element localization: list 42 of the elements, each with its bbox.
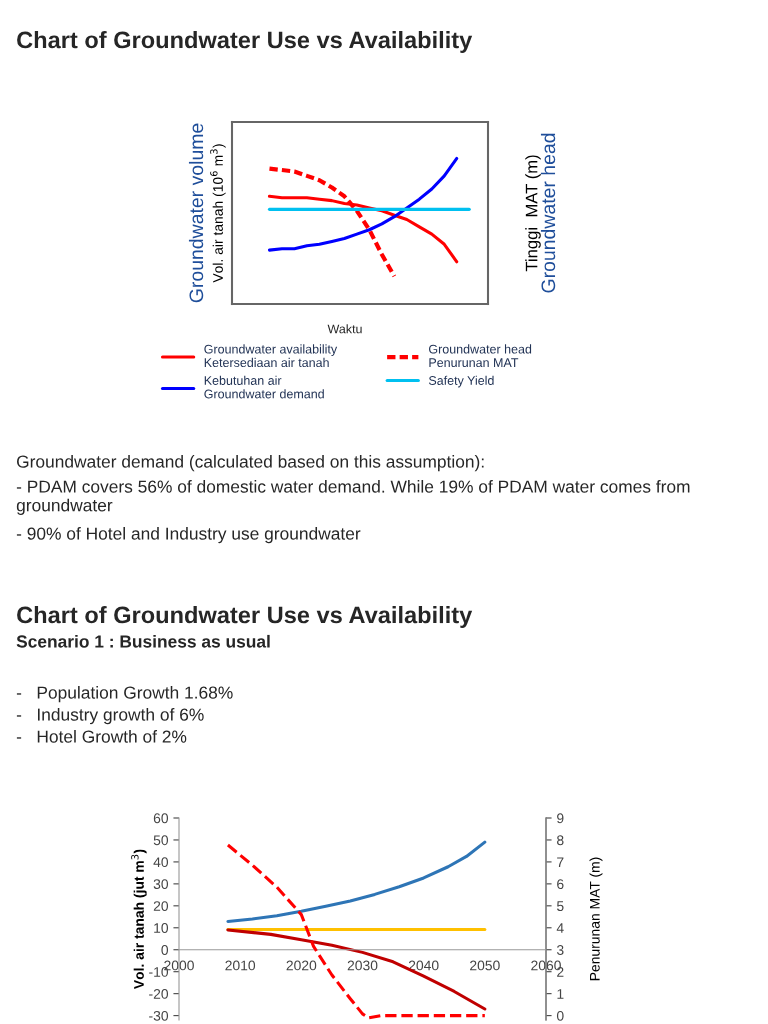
- y2-axis-title: Penurunan MAT (m): [589, 857, 603, 981]
- text: Groundwater demand (calculated based on this assumption):: [17, 455, 484, 472]
- y-tick-label: 10: [154, 923, 169, 933]
- legend-label: Groundwater head Penurunan MAT: [429, 344, 532, 368]
- y-axis-title: Vol. air tanah (jut m$^{3}$): [131, 849, 147, 990]
- text: - Population Growth 1.68%: [16, 686, 233, 703]
- y2-tick-label: 3: [556, 945, 564, 955]
- x-tick-label: 2040: [408, 960, 439, 971]
- y2-tick-label: 1: [557, 989, 564, 999]
- y-tick-label: 30: [153, 879, 169, 890]
- y2-axis-title: Tinggi MAT (m) Groundwater head: [525, 133, 556, 293]
- y-axis-title: Groundwater volume Vol. air tanah (10$^{6}$ m$^{3}$): [188, 123, 226, 303]
- y-tick-label: 20: [153, 901, 169, 911]
- chart-subtitle: Scenario 1 : Business as usual: [16, 634, 270, 648]
- chart-title: Chart of Groundwater Use vs Availability: [17, 605, 473, 629]
- legend-label: Safety Yield: [428, 375, 494, 388]
- legend-label: Groundwater availability Ketersediaan air tanah: [204, 344, 338, 368]
- y2-tick-label: 8: [557, 835, 564, 846]
- text: - Hotel Growth of 2%: [16, 730, 187, 743]
- y-tick-label: 50: [153, 835, 169, 846]
- text: - 90% of Hotel and Industry use groundwater: [16, 527, 361, 544]
- line-series: [226, 840, 487, 923]
- y2-tick-label: 9: [557, 813, 564, 824]
- x-tick-label: 2020: [286, 960, 317, 971]
- y2-tick-label: 4: [556, 923, 564, 933]
- y-tick-label: 0: [161, 945, 169, 955]
- y2-tick-label: 7: [557, 857, 564, 867]
- y-tick-label: -30: [149, 1010, 169, 1021]
- y2-tick-label: 6: [557, 879, 564, 890]
- x-tick-label: 2030: [347, 960, 378, 971]
- x-tick-label: 2050: [470, 960, 500, 971]
- y-tick-label: 40: [153, 857, 169, 868]
- y2-tick-label: 5: [556, 901, 564, 911]
- y2-tick-label: 0: [556, 1010, 564, 1021]
- y-tick-label: -20: [149, 988, 169, 999]
- y-tick-label: 60: [153, 813, 169, 824]
- x-tick-label: 2010: [225, 960, 256, 971]
- x-axis-title: Waktu: [327, 324, 362, 334]
- text: - PDAM covers 56% of domestic water demand. While 19% of PDAM water comes from groundwater: [16, 480, 690, 515]
- text: - Industry growth of 6%: [16, 708, 204, 725]
- legend-label: Kebutuhan air Groundwater demand: [204, 375, 324, 399]
- chart-title: Chart of Groundwater Use vs Availability: [17, 31, 473, 53]
